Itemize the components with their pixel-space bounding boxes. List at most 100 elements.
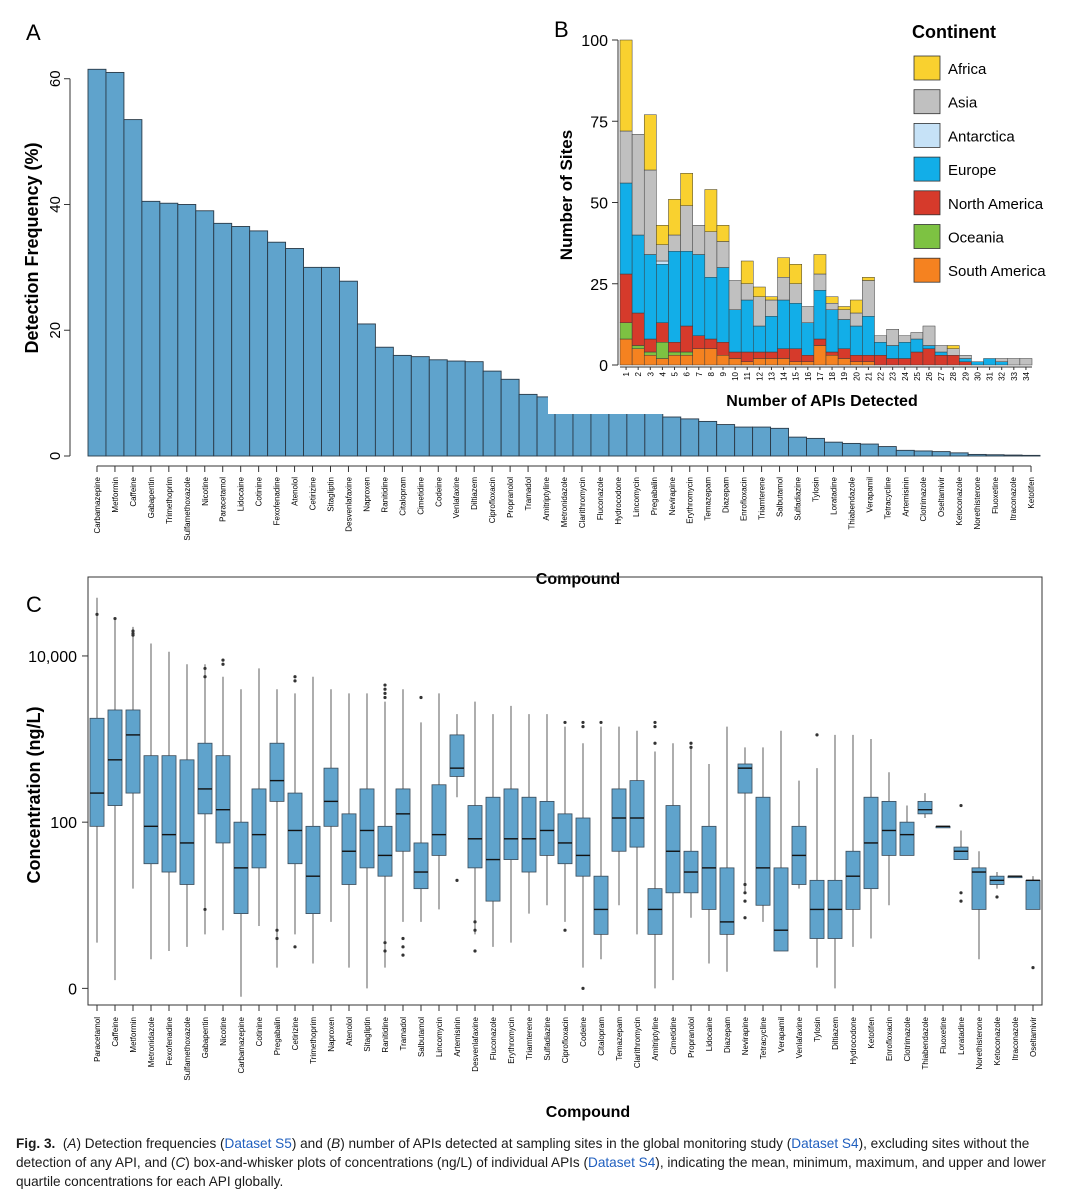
bar-segment: [631, 134, 645, 236]
bar-segment: [849, 299, 863, 314]
outlier-point: [401, 953, 405, 957]
bar-segment: [849, 312, 863, 327]
outlier-point: [455, 878, 459, 882]
box: [161, 755, 177, 873]
legend-label: Oceania: [948, 230, 1005, 247]
x-tick-label: Thiabendazole: [847, 476, 856, 529]
caption-segment: B: [331, 1136, 341, 1151]
bar-segment: [656, 342, 669, 359]
x-tick-label: Artemisinin: [453, 1017, 462, 1057]
x-tick-label: 3: [646, 371, 655, 376]
x-tick-label: 11: [743, 371, 752, 380]
outlier-point: [995, 895, 999, 899]
bar-segment: [813, 273, 827, 291]
y-axis-title: Number of Sites: [557, 130, 576, 260]
x-tick-label: Tylosin: [813, 1017, 822, 1042]
bar-segment: [643, 254, 657, 340]
x-tick-label: 23: [889, 371, 898, 380]
box: [143, 755, 159, 865]
bar: [177, 204, 197, 457]
bar-segment: [813, 338, 827, 346]
x-tick-label: Ciprofloxacin: [488, 477, 497, 523]
x-tick-label: 10: [731, 371, 740, 380]
x-tick-label: Tylosin: [811, 477, 820, 502]
bar-segment: [801, 306, 815, 323]
outlier-point: [689, 745, 693, 749]
bar-segment: [837, 319, 851, 349]
x-tick-label: Tetracycline: [759, 1016, 768, 1059]
x-tick-label: 26: [925, 371, 934, 380]
bar-segment: [716, 241, 730, 268]
x-tick-label: Trimethoprim: [309, 1017, 318, 1064]
outlier-point: [275, 936, 279, 941]
x-tick-label: Paracetamol: [219, 477, 228, 522]
bar-segment: [886, 358, 899, 366]
bar: [518, 393, 538, 457]
panel-label: A: [26, 20, 41, 45]
bar-segment: [619, 273, 633, 323]
caption-dataset-link[interactable]: Dataset S4: [791, 1136, 859, 1151]
x-tick-label: Nicotine: [201, 476, 210, 505]
caption-dataset-link[interactable]: Dataset S5: [224, 1136, 292, 1151]
x-tick-label: Triamterene: [758, 476, 767, 519]
box: [521, 796, 537, 873]
caption-segment: ) Detection frequencies (: [76, 1136, 225, 1151]
outlier-point: [743, 899, 747, 903]
x-tick-label: 1: [622, 371, 631, 376]
bar-segment: [862, 277, 875, 281]
bar-segment: [837, 348, 851, 359]
outlier-point: [131, 633, 135, 637]
x-tick-label: Cimetidine: [416, 476, 425, 514]
bar: [949, 452, 969, 457]
outlier-point: [203, 907, 207, 912]
bar-segment: [668, 342, 681, 353]
bar-segment: [716, 225, 730, 242]
bar-segment: [862, 355, 875, 362]
bar-segment: [680, 325, 693, 353]
bar-segment: [910, 351, 924, 366]
x-tick-label: Verapamil: [865, 477, 874, 513]
bar-segment: [753, 286, 766, 297]
bar-segment: [619, 130, 633, 184]
bar-segment: [619, 322, 633, 340]
x-tick-label: Amitriptyline: [542, 476, 551, 520]
x-tick-label: Trimethoprim: [165, 477, 174, 524]
outlier-point: [293, 675, 297, 679]
caption-segment: ), indicating the mean, minimum, maximum…: [16, 1155, 1046, 1189]
bar: [339, 280, 358, 457]
outlier-point: [221, 662, 225, 666]
bar-segment: [631, 345, 645, 349]
bar: [356, 323, 376, 457]
x-tick-label: Lincomycin: [435, 1017, 444, 1057]
x-tick-label: Fexofenadine: [165, 1016, 174, 1065]
caption-segment: ), excluding sites without the detection…: [16, 1136, 1030, 1170]
caption-segment: ) number of APIs detected at sampling si…: [340, 1136, 792, 1151]
caption-text: (A) Detection frequencies (Dataset S5) a…: [16, 1136, 1046, 1189]
outlier-point: [95, 612, 99, 616]
bar: [662, 416, 682, 457]
x-tick-label: Propranolol: [687, 1017, 696, 1058]
x-tick-label: Verapamil: [777, 1017, 786, 1053]
legend-label: Asia: [948, 95, 978, 112]
bar-segment: [837, 358, 851, 366]
bar-segment: [692, 225, 706, 255]
bar: [105, 71, 125, 457]
caption-segment: C: [175, 1155, 186, 1170]
x-tick-label: Metformin: [111, 477, 120, 513]
outlier-point: [113, 616, 117, 621]
bar-segment: [668, 355, 681, 366]
box: [179, 759, 195, 885]
bar-segment: [862, 280, 875, 317]
x-tick-label: Norethisterone: [973, 476, 982, 529]
box: [953, 846, 969, 860]
x-tick-label: Enrofloxacin: [740, 477, 749, 521]
panel-c: C 0 100 10,000 Concentration (ng/L) Paracetam…: [24, 576, 1043, 1121]
bar: [213, 222, 233, 457]
panel-label: C: [26, 592, 42, 617]
bar-segment: [728, 358, 742, 366]
box: [971, 867, 987, 910]
bar-segment: [765, 296, 778, 301]
x-tick-label: Atenolol: [291, 477, 300, 506]
caption-dataset-link[interactable]: Dataset S4: [588, 1155, 656, 1170]
box: [467, 805, 483, 869]
